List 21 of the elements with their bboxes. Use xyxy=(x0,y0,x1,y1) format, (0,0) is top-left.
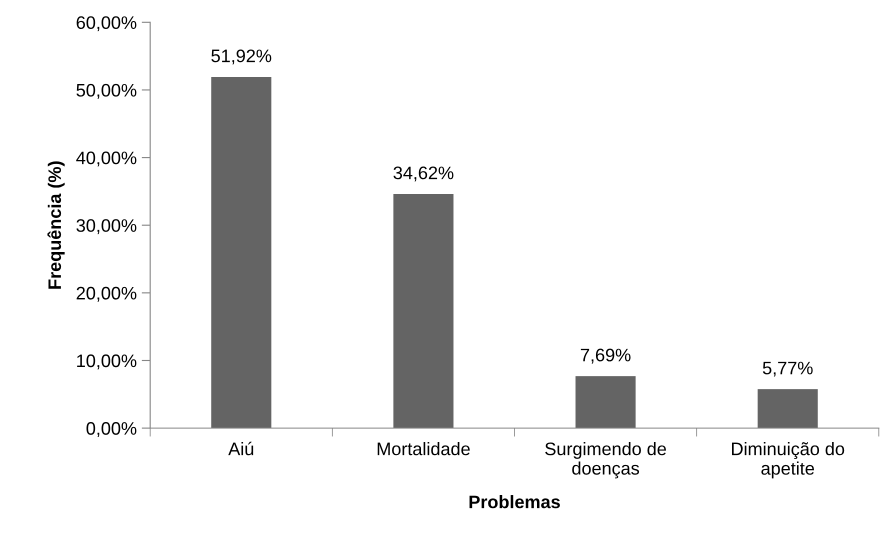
bar xyxy=(211,76,272,428)
y-tick-label: 30,00% xyxy=(76,219,136,234)
bar xyxy=(393,194,454,428)
y-tick-label: 60,00% xyxy=(76,16,136,32)
y-tick-label: 40,00% xyxy=(76,152,136,166)
bar xyxy=(758,389,818,428)
x-tick-label: Diminuição do apetite xyxy=(732,442,844,478)
x-tick-label: Aiú xyxy=(228,442,254,456)
y-tick-label: 0,00% xyxy=(86,422,136,437)
x-tick-label: Mortalidade xyxy=(378,442,470,456)
y-tick-label: 20,00% xyxy=(76,286,136,302)
y-axis-title: Frequência (%) xyxy=(47,161,65,289)
data-label: 51,92% xyxy=(211,49,272,64)
data-label: 7,69% xyxy=(580,348,631,364)
x-axis-title: Problemas xyxy=(470,495,560,508)
y-tick-label: 50,00% xyxy=(76,84,136,99)
y-tick-label: 10,00% xyxy=(77,354,136,370)
x-tick-label: Surgimendo de doenças xyxy=(545,442,666,478)
data-label: 34,62% xyxy=(393,166,454,182)
bar xyxy=(576,376,636,428)
data-label: 5,77% xyxy=(762,362,813,377)
